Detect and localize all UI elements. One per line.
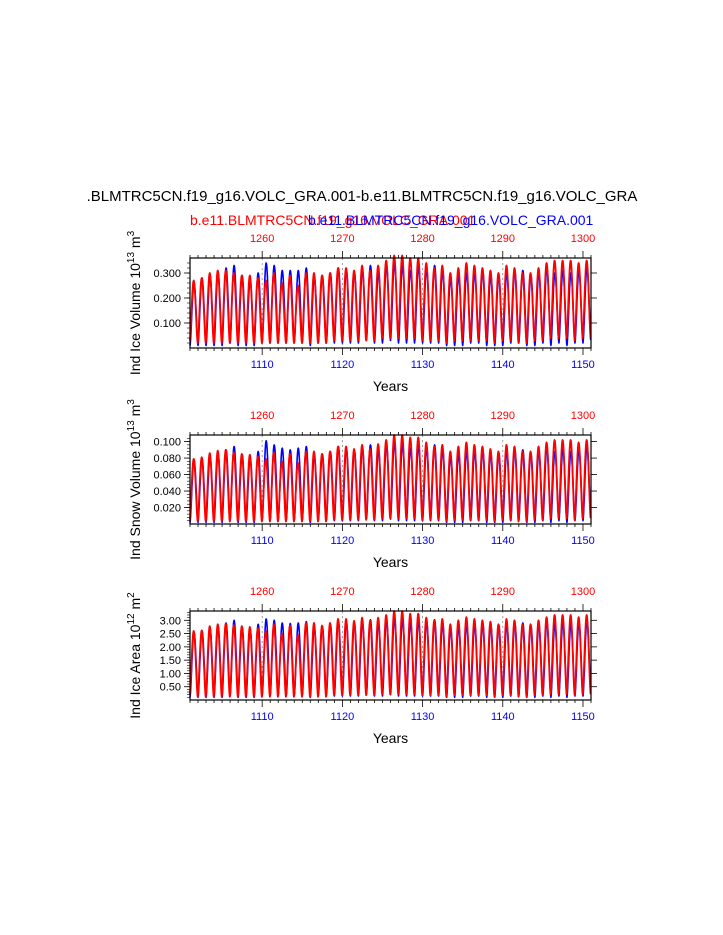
- x-tick-label-bottom: 1140: [491, 535, 515, 547]
- x-tick-label-bottom: 1120: [331, 711, 355, 723]
- chart-panel-1: 1110 1120 1130 1140 1150 1260 1270 1280 1290 1300…: [126, 230, 597, 394]
- y-axis-label-unit: m: [127, 405, 143, 421]
- x-axis-label: Years: [373, 730, 408, 746]
- x-tick-label-bottom: 1130: [411, 711, 435, 723]
- x-tick-label-top: 1270: [330, 410, 354, 422]
- y-axis-label: Ind Ice Area 1012 m2: [126, 592, 143, 719]
- y-tick-label: 2.50: [160, 629, 181, 641]
- x-tick-label-top: 1260: [250, 586, 274, 598]
- x-tick-label-bottom: 1130: [411, 535, 435, 547]
- x-tick-label-bottom: 1120: [331, 535, 355, 547]
- y-axis-label-unit-exp: 3: [126, 399, 137, 405]
- x-tick-label-top: 1260: [250, 410, 274, 422]
- panels: 1110 1120 1130 1140 1150 1260 1270 1280 1290 1300…: [126, 230, 597, 746]
- y-tick-label: 0.200: [153, 293, 181, 305]
- x-tick-label-top: 1290: [491, 586, 515, 598]
- x-tick-label-bottom: 1130: [411, 359, 435, 371]
- y-tick-label: 0.020: [153, 503, 181, 515]
- x-tick-label-top: 1280: [410, 233, 434, 245]
- y-tick-label: 0.100: [153, 318, 181, 330]
- y-tick-label: 0.50: [160, 682, 181, 694]
- x-tick-label-bottom: 1110: [251, 711, 274, 723]
- x-tick-label-top: 1300: [571, 233, 595, 245]
- y-axis-label-exp: 12: [126, 613, 137, 625]
- y-tick-label: 0.060: [153, 470, 181, 482]
- x-tick-label-top: 1290: [491, 410, 515, 422]
- figure-title: .BLMTRC5CN.f19_g16.VOLC_GRA.001-b.e11.BL…: [87, 188, 638, 205]
- subtitle-blue: b.e11.BLMTRC5CN.f19_g16.VOLC_GRA.001: [308, 212, 594, 228]
- x-tick-label-top: 1270: [330, 233, 354, 245]
- y-axis-label-text: Ind Ice Volume 10: [127, 263, 143, 375]
- x-tick-label-bottom: 1150: [571, 711, 595, 723]
- series-line-red: [189, 254, 592, 344]
- x-tick-label-top: 1280: [410, 586, 434, 598]
- x-tick-label-bottom: 1120: [331, 359, 355, 371]
- x-tick-label-top: 1300: [571, 586, 595, 598]
- y-axis-label-exp: 13: [126, 420, 137, 432]
- series-line-red: [189, 434, 592, 523]
- x-tick-label-top: 1260: [250, 233, 274, 245]
- x-tick-label-bottom: 1150: [571, 359, 595, 371]
- y-tick-label: 3.00: [160, 615, 181, 627]
- y-axis-label-text: Ind Ice Area 10: [127, 624, 143, 718]
- chart-panel-2: 1110 1120 1130 1140 1150 1260 1270 1280 1290 1300…: [126, 399, 597, 570]
- y-axis-label-unit-exp: 3: [126, 230, 137, 236]
- y-axis-label-unit: m: [127, 598, 143, 614]
- y-tick-label: 0.080: [153, 453, 181, 465]
- x-tick-label-bottom: 1110: [251, 535, 274, 547]
- x-tick-label-top: 1280: [410, 410, 434, 422]
- y-tick-label: 1.50: [160, 655, 181, 667]
- x-tick-label-top: 1270: [330, 586, 354, 598]
- y-tick-label: 1.00: [160, 668, 181, 680]
- chart-panel-3: 1110 1120 1130 1140 1150 1260 1270 1280 1290 1300…: [126, 586, 597, 746]
- y-axis-label-text: Ind Snow Volume 10: [127, 431, 143, 560]
- y-axis-label-unit: m: [127, 236, 143, 252]
- y-tick-label: 0.040: [153, 486, 181, 498]
- series-line-red: [189, 610, 592, 698]
- y-tick-label: 0.100: [153, 437, 181, 449]
- x-axis-label: Years: [373, 378, 408, 394]
- x-tick-label-bottom: 1140: [491, 359, 515, 371]
- x-axis-label: Years: [373, 554, 408, 570]
- x-tick-label-bottom: 1110: [251, 359, 274, 371]
- x-tick-label-bottom: 1150: [571, 535, 595, 547]
- y-axis-label-unit-exp: 2: [126, 592, 137, 598]
- y-tick-label: 0.300: [153, 268, 181, 280]
- x-tick-label-top: 1290: [491, 233, 515, 245]
- y-tick-label: 2.00: [160, 642, 181, 654]
- y-axis-label-exp: 13: [126, 252, 137, 264]
- subtitle-red: b.e11.BLMTRC5CN.f19_g16.VOLC_GRA.001: [190, 212, 476, 228]
- y-axis-label: Ind Ice Volume 1013 m3: [126, 230, 143, 375]
- x-tick-label-top: 1300: [571, 410, 595, 422]
- x-tick-label-bottom: 1140: [491, 711, 515, 723]
- y-axis-label: Ind Snow Volume 1013 m3: [126, 399, 143, 560]
